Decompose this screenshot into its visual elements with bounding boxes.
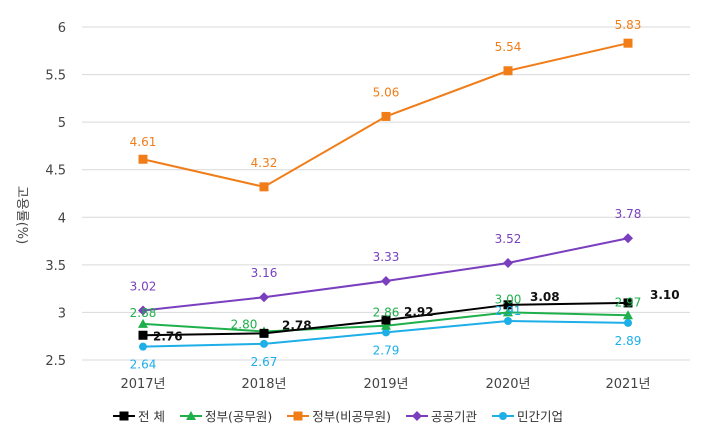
data-label: 2.64	[130, 358, 157, 372]
data-label: 3.00	[495, 292, 522, 306]
data-point	[259, 292, 269, 303]
data-label: 2.91	[495, 304, 522, 318]
line-chart: 2.5 3 3.5 4 4.5 5 5.5 6 2017년 2018년 2019년 2020년 2021…	[14, 18, 690, 392]
data-label: 3.52	[495, 232, 522, 246]
data-point	[503, 66, 513, 76]
data-label: 3.08	[530, 290, 560, 304]
legend-item: 정부(비공무원)	[286, 406, 391, 425]
legend-marker-icon	[287, 411, 310, 420]
legend-item: 민간기업	[491, 406, 563, 425]
x-tick-label: 2017년	[120, 377, 165, 392]
x-tick-label: 2021년	[605, 377, 650, 392]
x-tick-label: 2020년	[485, 377, 530, 392]
legend-marker-icon	[492, 411, 515, 420]
data-point	[138, 318, 148, 328]
data-point	[623, 298, 633, 308]
data-label: 2.76	[153, 329, 183, 343]
legend-item: 정부(공무원)	[179, 406, 272, 425]
legend-marker	[119, 411, 129, 420]
data-point	[259, 328, 269, 338]
data-label: 3.10	[650, 288, 680, 302]
legend-marker	[293, 411, 303, 420]
y-tick-label: 3.5	[45, 259, 66, 274]
y-tick-label: 5.5	[45, 69, 66, 84]
y-tick-label: 2.5	[45, 354, 66, 369]
data-point	[138, 330, 148, 340]
data-label: 3.33	[373, 250, 400, 264]
data-label: 2.86	[373, 306, 400, 320]
data-label: 5.83	[615, 18, 642, 32]
data-point	[139, 342, 147, 351]
data-point	[382, 328, 390, 337]
legend-marker	[412, 410, 423, 421]
legend-marker	[499, 411, 508, 420]
data-point	[260, 339, 268, 348]
legend-item: 전 체	[112, 406, 165, 425]
data-label: 2.92	[404, 305, 434, 319]
legend-marker-icon	[113, 411, 135, 420]
legend-label: 민간기업	[517, 409, 564, 424]
data-point	[381, 315, 391, 325]
y-tick-label: 5	[58, 116, 66, 131]
data-label: 3.02	[130, 280, 157, 294]
y-tick-label: 4.5	[45, 164, 66, 179]
data-point	[504, 316, 512, 325]
data-label: 2.88	[130, 306, 157, 320]
data-point	[623, 38, 633, 48]
y-axis-label: 고용률(%)	[14, 186, 29, 244]
x-tick-label: 2019년	[363, 377, 408, 392]
x-tick-label: 2018년	[241, 377, 286, 392]
data-point	[623, 233, 633, 244]
data-label: 2.79	[373, 343, 400, 357]
legend-label: 정부(공무원)	[204, 409, 273, 424]
data-label: 3.78	[615, 207, 642, 221]
data-label: 5.06	[373, 85, 400, 99]
data-point	[259, 182, 269, 192]
legend-item: 공공기관	[405, 406, 477, 425]
data-point	[381, 320, 391, 330]
legend-label: 전 체	[138, 409, 165, 424]
y-tick-label: 4	[58, 211, 66, 226]
data-point	[503, 300, 513, 310]
data-point	[381, 276, 391, 287]
legend: 전 체 정부(공무원) 정부(비공무원) 공공기관 민간기업	[112, 406, 563, 425]
data-label: 2.80	[231, 317, 258, 331]
legend-marker	[185, 410, 196, 420]
data-label: 2.78	[282, 318, 312, 332]
data-point	[623, 310, 633, 320]
data-label: 3.16	[251, 266, 278, 280]
data-point	[503, 257, 513, 268]
data-label: 5.54	[495, 40, 522, 54]
data-label: 2.97	[615, 295, 642, 309]
data-point	[381, 111, 391, 121]
legend-label: 공공기관	[431, 409, 478, 424]
data-point	[503, 307, 513, 317]
data-label: 4.32	[251, 156, 278, 170]
data-label: 2.67	[251, 355, 278, 369]
y-tick-label: 6	[58, 21, 66, 36]
data-point	[138, 154, 148, 164]
legend-marker-icon	[179, 410, 202, 420]
y-tick-label: 3	[58, 306, 66, 321]
legend-label: 정부(비공무원)	[312, 409, 392, 424]
data-point	[138, 305, 148, 316]
legend-marker-icon	[406, 410, 429, 421]
data-label: 4.61	[130, 135, 157, 149]
data-label: 2.89	[615, 334, 642, 348]
data-point	[624, 318, 632, 327]
